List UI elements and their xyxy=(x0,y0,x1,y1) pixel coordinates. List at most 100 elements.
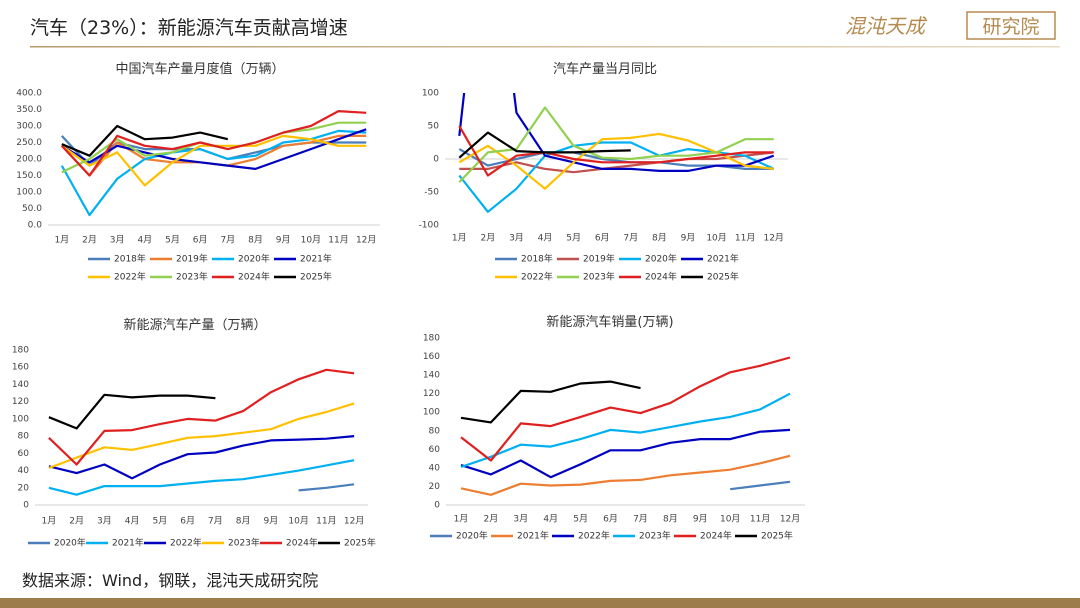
series-line xyxy=(48,368,355,466)
legend-label: 2025年 xyxy=(761,530,793,542)
y-tick-label: 350.0 xyxy=(16,105,42,115)
legend-label: 2018年 xyxy=(114,253,146,265)
series-line xyxy=(48,435,355,480)
y-tick-label: 140 xyxy=(12,380,29,390)
y-tick-label: 160 xyxy=(423,352,440,362)
legend-label: 2022年 xyxy=(114,271,146,283)
x-tick-label: 12月 xyxy=(780,514,800,525)
x-tick-label: 5月 xyxy=(573,514,588,525)
x-tick-label: 1月 xyxy=(452,233,467,244)
x-tick-label: 11月 xyxy=(328,235,348,246)
y-tick-label: 100 xyxy=(423,408,440,418)
y-tick-label: 80 xyxy=(429,426,441,436)
x-tick-label: 8月 xyxy=(652,233,667,244)
header-rule xyxy=(30,46,1060,48)
x-tick-label: 4月 xyxy=(137,235,152,246)
x-tick-label: 6月 xyxy=(193,235,208,246)
y-tick-label: -50 xyxy=(424,188,439,198)
x-tick-label: 2月 xyxy=(82,235,97,246)
series-line xyxy=(48,459,355,496)
y-tick-label: 0 xyxy=(433,155,439,165)
x-tick-label: 12月 xyxy=(763,233,783,244)
legend-label: 2020年 xyxy=(645,253,677,265)
series-line xyxy=(298,483,355,492)
plot xyxy=(458,93,775,213)
legend-label: 2024年 xyxy=(645,271,677,283)
legend-label: 2024年 xyxy=(700,530,732,542)
x-tick-label: 4月 xyxy=(538,233,553,244)
series-line xyxy=(460,428,791,479)
y-tick-label: 160 xyxy=(12,363,29,373)
x-tick-label: 1月 xyxy=(54,235,69,246)
legend-label: 2023年 xyxy=(176,271,208,283)
y-tick-label: 200.0 xyxy=(16,155,42,165)
legend-label: 2020年 xyxy=(54,537,86,549)
legend-label: 2025年 xyxy=(344,537,376,549)
x-tick-label: 3月 xyxy=(513,514,528,525)
y-tick-label: 180 xyxy=(423,334,440,344)
x-tick-label: 4月 xyxy=(543,514,558,525)
y-tick-label: 0.0 xyxy=(28,221,43,231)
x-tick-label: 9月 xyxy=(681,233,696,244)
y-tick-label: 100 xyxy=(12,414,29,424)
legend-label: 2023年 xyxy=(228,537,260,549)
x-tick-label: 9月 xyxy=(264,516,279,527)
y-tick-label: 250.0 xyxy=(16,138,42,148)
y-tick-label: 120 xyxy=(423,389,440,399)
legend-label: 2024年 xyxy=(286,537,318,549)
y-tick-label: 100 xyxy=(422,89,439,99)
x-tick-label: 12月 xyxy=(356,235,376,246)
plot xyxy=(460,356,791,496)
x-tick-label: 9月 xyxy=(693,514,708,525)
x-tick-label: 8月 xyxy=(236,516,251,527)
y-tick-label: 60 xyxy=(18,449,30,459)
y-tick-label: 100.0 xyxy=(16,188,42,198)
series-line xyxy=(61,124,229,157)
y-tick-label: 60 xyxy=(429,445,441,455)
x-tick-label: 11月 xyxy=(316,516,336,527)
chart-title: 新能源汽车产量（万辆） xyxy=(123,317,266,333)
x-tick-label: 6月 xyxy=(180,516,195,527)
legend-label: 2024年 xyxy=(238,271,270,283)
chart-title: 新能源汽车销量(万辆) xyxy=(546,314,673,330)
plot xyxy=(60,110,367,217)
chart-title: 中国汽车产量月度值（万辆） xyxy=(115,61,284,77)
x-tick-label: 2月 xyxy=(484,514,499,525)
legend-label: 2023年 xyxy=(583,271,615,283)
y-tick-label: 20 xyxy=(18,483,30,493)
x-tick-label: 11月 xyxy=(735,233,755,244)
y-tick-label: 0 xyxy=(23,501,29,511)
y-tick-label: 0 xyxy=(434,501,440,511)
legend-label: 2025年 xyxy=(300,271,332,283)
x-tick-label: 7月 xyxy=(208,516,223,527)
series-line xyxy=(458,141,775,213)
y-tick-label: 40 xyxy=(18,466,30,476)
y-tick-label: 300.0 xyxy=(16,122,42,132)
y-tick-label: 20 xyxy=(429,482,441,492)
legend-label: 2021年 xyxy=(300,253,332,265)
logo-box xyxy=(966,11,1056,40)
logo-suffix: 研究院 xyxy=(982,16,1039,38)
legend-label: 2021年 xyxy=(112,537,144,549)
footer-bar xyxy=(0,598,1080,608)
x-tick-label: 10月 xyxy=(706,233,726,244)
legend-label: 2023年 xyxy=(639,530,671,542)
x-tick-label: 5月 xyxy=(153,516,168,527)
legend-label: 2020年 xyxy=(238,253,270,265)
x-tick-label: 3月 xyxy=(110,235,125,246)
x-tick-label: 7月 xyxy=(623,233,638,244)
x-tick-label: 4月 xyxy=(125,516,140,527)
legend-label: 2019年 xyxy=(583,253,615,265)
y-tick-label: 80 xyxy=(18,432,30,442)
series-line xyxy=(460,356,791,462)
y-tick-label: 50 xyxy=(428,122,440,132)
y-tick-label: 50.0 xyxy=(22,204,42,214)
series-line xyxy=(458,93,775,172)
x-tick-label: 2月 xyxy=(69,516,84,527)
x-tick-label: 5月 xyxy=(566,233,581,244)
legend-label: 2021年 xyxy=(707,253,739,265)
x-tick-label: 7月 xyxy=(633,514,648,525)
legend-label: 2020年 xyxy=(456,530,488,542)
series-line xyxy=(48,393,216,430)
